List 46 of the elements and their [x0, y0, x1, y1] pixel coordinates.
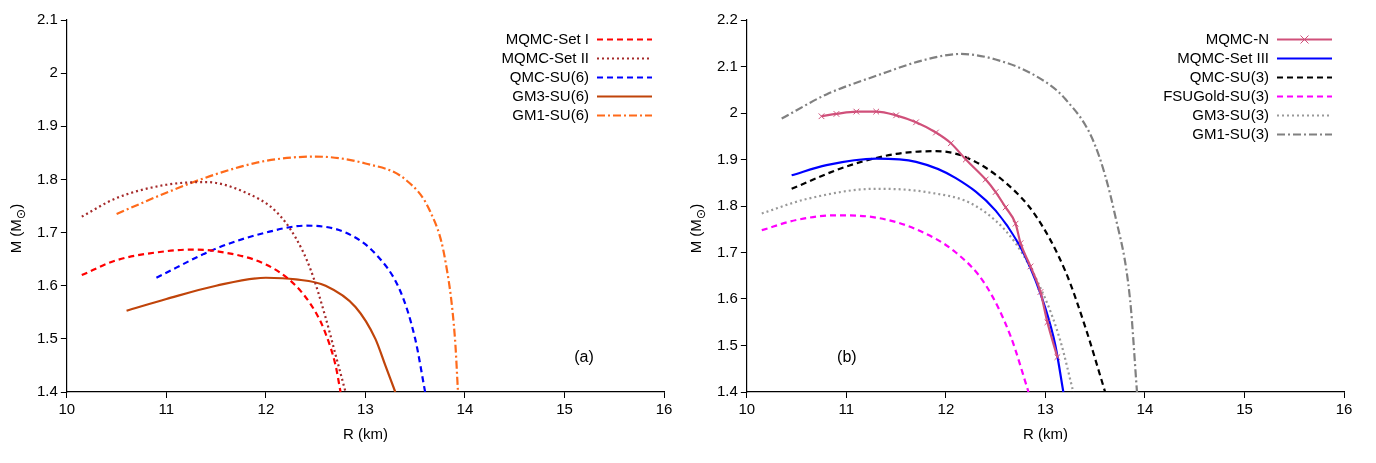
y-tick-label: 1.9 — [36, 116, 58, 134]
legend-label: GM3-SU(6) — [512, 86, 589, 104]
x-tick-label: 15 — [556, 400, 573, 418]
legend-label: MQMC-N — [1205, 29, 1269, 47]
y-tick-label: 1.4 — [36, 382, 58, 400]
y-tick-label: 2.1 — [716, 56, 738, 74]
legend-label: MQMC-Set I — [505, 29, 589, 47]
x-tick-label: 14 — [1136, 400, 1154, 418]
y-tick-label: 1.5 — [716, 335, 738, 353]
x-tick-label: 11 — [158, 400, 175, 418]
y-tick-label: 1.6 — [36, 275, 58, 293]
y-tick-label: 1.6 — [716, 289, 738, 307]
x-tick-label: 16 — [655, 400, 673, 418]
annotation: (a) — [574, 348, 594, 365]
x-tick-label: 13 — [1037, 400, 1054, 418]
x-tick-label: 13 — [357, 400, 374, 418]
legend-label: QMC-SU(3) — [1189, 67, 1269, 85]
x-axis-title: R (km) — [1022, 425, 1068, 443]
x-axis-title: R (km) — [342, 425, 388, 443]
y-tick-label: 1.8 — [36, 169, 58, 187]
legend-label: MQMC-Set III — [1177, 48, 1269, 66]
x-tick-label: 11 — [838, 400, 855, 418]
legend-label: GM1-SU(3) — [1192, 124, 1269, 142]
x-tick-label: 12 — [257, 400, 275, 418]
x-tick-label: 15 — [1236, 400, 1253, 418]
y-tick-label: 1.5 — [36, 329, 58, 346]
x-tick-label: 16 — [1335, 400, 1353, 418]
y-tick-label: 2.1 — [36, 10, 58, 28]
legend-label: GM1-SU(6) — [512, 105, 589, 123]
x-tick-label: 10 — [738, 400, 756, 418]
y-tick-label: 1.7 — [36, 222, 58, 240]
y-tick-label: 2 — [729, 103, 738, 121]
y-tick-label: 2.2 — [716, 10, 738, 28]
y-tick-label: 2 — [49, 63, 58, 81]
legend-label: GM3-SU(3) — [1192, 105, 1269, 123]
legend-label: MQMC-Set II — [501, 48, 589, 66]
y-tick-label: 1.9 — [716, 149, 738, 167]
y-tick-label: 1.7 — [716, 242, 738, 260]
y-tick-label: 1.4 — [716, 382, 738, 400]
y-tick-label: 1.8 — [716, 196, 738, 214]
x-tick-label: 12 — [937, 400, 955, 418]
legend-label: FSUGold-SU(3) — [1163, 86, 1269, 104]
x-tick-label: 14 — [456, 400, 474, 418]
annotation: (b) — [837, 348, 857, 365]
legend-label: QMC-SU(6) — [509, 67, 589, 85]
x-tick-label: 10 — [58, 400, 76, 418]
